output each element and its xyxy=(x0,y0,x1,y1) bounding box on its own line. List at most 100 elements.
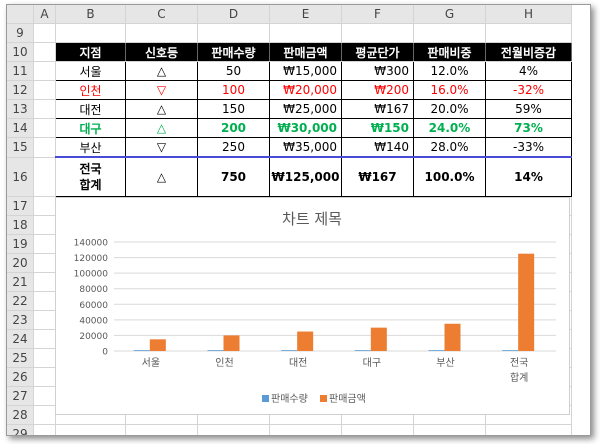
cell[interactable] xyxy=(33,157,56,197)
column-header-f[interactable]: F xyxy=(341,5,414,24)
table-header-qty[interactable]: 판매수량 xyxy=(197,42,270,62)
row-header-10[interactable]: 10 xyxy=(7,42,34,62)
cell-amount[interactable]: ₩20,000 xyxy=(269,80,342,100)
cell[interactable] xyxy=(341,23,414,43)
row-header[interactable]: 13 xyxy=(7,99,34,119)
cell[interactable] xyxy=(341,424,414,435)
cell[interactable] xyxy=(33,80,56,100)
cell-share[interactable]: 24.0% xyxy=(413,118,486,138)
cell[interactable] xyxy=(33,367,56,387)
table-header-signal[interactable]: 신호등 xyxy=(125,42,198,62)
column-header-g[interactable]: G xyxy=(413,5,486,24)
cell-share[interactable]: 16.0% xyxy=(413,80,486,100)
cell[interactable] xyxy=(413,23,486,43)
cell[interactable] xyxy=(33,348,56,368)
bar-amount[interactable] xyxy=(223,335,240,351)
cell[interactable] xyxy=(125,424,198,435)
cell[interactable] xyxy=(33,386,56,406)
bar-qty[interactable] xyxy=(502,350,519,351)
row-header[interactable]: 26 xyxy=(7,367,34,387)
cell[interactable] xyxy=(33,272,56,292)
cell-avg[interactable]: ₩300 xyxy=(341,61,414,81)
bar-amount[interactable] xyxy=(149,339,166,351)
cell-amount[interactable]: ₩35,000 xyxy=(269,137,342,158)
cell-branch[interactable]: 부산 xyxy=(55,137,126,158)
cell-signal[interactable]: ▽ xyxy=(125,80,198,100)
cell-share[interactable]: 12.0% xyxy=(413,61,486,81)
legend-label[interactable]: 판매수량 xyxy=(271,393,308,405)
row-header[interactable]: 22 xyxy=(7,291,34,311)
table-header-change[interactable]: 전월비증감 xyxy=(485,42,572,62)
cell[interactable] xyxy=(125,23,198,43)
cell-branch[interactable]: 대구 xyxy=(55,118,126,138)
row-header[interactable]: 11 xyxy=(7,61,34,81)
cell-change[interactable]: 73% xyxy=(485,118,572,138)
bar-amount[interactable] xyxy=(444,323,461,351)
bar-amount[interactable] xyxy=(370,327,387,351)
cell[interactable] xyxy=(33,234,56,254)
column-header-b[interactable]: B xyxy=(55,5,126,24)
cell-avg[interactable]: ₩167 xyxy=(341,99,414,119)
cell-branch[interactable]: 대전 xyxy=(55,99,126,119)
table-header-share[interactable]: 판매비중 xyxy=(413,42,486,62)
cell-total-amount[interactable]: ₩125,000 xyxy=(269,156,342,197)
row-header[interactable]: 15 xyxy=(7,137,34,158)
row-header-9[interactable]: 9 xyxy=(7,23,34,43)
bar-qty[interactable] xyxy=(354,350,371,351)
select-all-corner[interactable] xyxy=(7,5,34,24)
cell-change[interactable]: 59% xyxy=(485,99,572,119)
bar-qty[interactable] xyxy=(207,350,224,351)
column-header-a[interactable]: A xyxy=(33,5,56,24)
cell-qty[interactable]: 250 xyxy=(197,137,270,158)
cell[interactable] xyxy=(269,424,342,435)
table-header-amount[interactable]: 판매금액 xyxy=(269,42,342,62)
cell[interactable] xyxy=(33,291,56,311)
row-header[interactable]: 21 xyxy=(7,272,34,292)
row-header[interactable]: 19 xyxy=(7,234,34,254)
cell[interactable] xyxy=(33,118,56,138)
row-header[interactable]: 23 xyxy=(7,310,34,330)
row-header[interactable]: 27 xyxy=(7,386,34,406)
cell-amount[interactable]: ₩30,000 xyxy=(269,118,342,138)
cell[interactable] xyxy=(55,424,126,435)
cell-total-avg[interactable]: ₩167 xyxy=(341,156,414,197)
cell-change[interactable]: -32% xyxy=(485,80,572,100)
cell[interactable] xyxy=(33,23,56,43)
cell[interactable] xyxy=(269,23,342,43)
legend-label[interactable]: 판매금액 xyxy=(329,393,366,405)
row-header[interactable]: 14 xyxy=(7,118,34,138)
cell-amount[interactable]: ₩25,000 xyxy=(269,99,342,119)
cell-signal[interactable]: △ xyxy=(125,118,198,138)
row-header[interactable]: 25 xyxy=(7,348,34,368)
cell-qty[interactable]: 200 xyxy=(197,118,270,138)
cell-total-branch[interactable]: 전국 합계 xyxy=(55,156,126,197)
row-header[interactable]: 12 xyxy=(7,80,34,100)
cell-signal[interactable]: △ xyxy=(125,61,198,81)
cell-qty[interactable]: 150 xyxy=(197,99,270,119)
column-header-d[interactable]: D xyxy=(197,5,270,24)
column-header-e[interactable]: E xyxy=(269,5,342,24)
cell-qty[interactable]: 50 xyxy=(197,61,270,81)
table-header-branch[interactable]: 지점 xyxy=(55,42,126,62)
cell-signal[interactable]: ▽ xyxy=(125,137,198,158)
row-header[interactable]: 17 xyxy=(7,196,34,216)
row-header[interactable]: 16 xyxy=(7,157,34,197)
cell-avg[interactable]: ₩200 xyxy=(341,80,414,100)
cell-branch[interactable]: 인천 xyxy=(55,80,126,100)
cell-avg[interactable]: ₩140 xyxy=(341,137,414,158)
cell-share[interactable]: 28.0% xyxy=(413,137,486,158)
cell[interactable] xyxy=(33,99,56,119)
row-header[interactable]: 28 xyxy=(7,405,34,425)
cell-signal[interactable]: △ xyxy=(125,99,198,119)
bar-qty[interactable] xyxy=(428,350,445,351)
cell[interactable] xyxy=(33,215,56,235)
row-header[interactable]: 24 xyxy=(7,329,34,349)
chart-title[interactable]: 차트 제목 xyxy=(282,210,342,228)
bar-qty[interactable] xyxy=(281,350,298,351)
cell-avg[interactable]: ₩150 xyxy=(341,118,414,138)
cell[interactable] xyxy=(33,424,56,435)
cell[interactable] xyxy=(55,23,126,43)
cell[interactable] xyxy=(413,424,486,435)
cell[interactable] xyxy=(485,23,572,43)
cell[interactable] xyxy=(485,424,572,435)
